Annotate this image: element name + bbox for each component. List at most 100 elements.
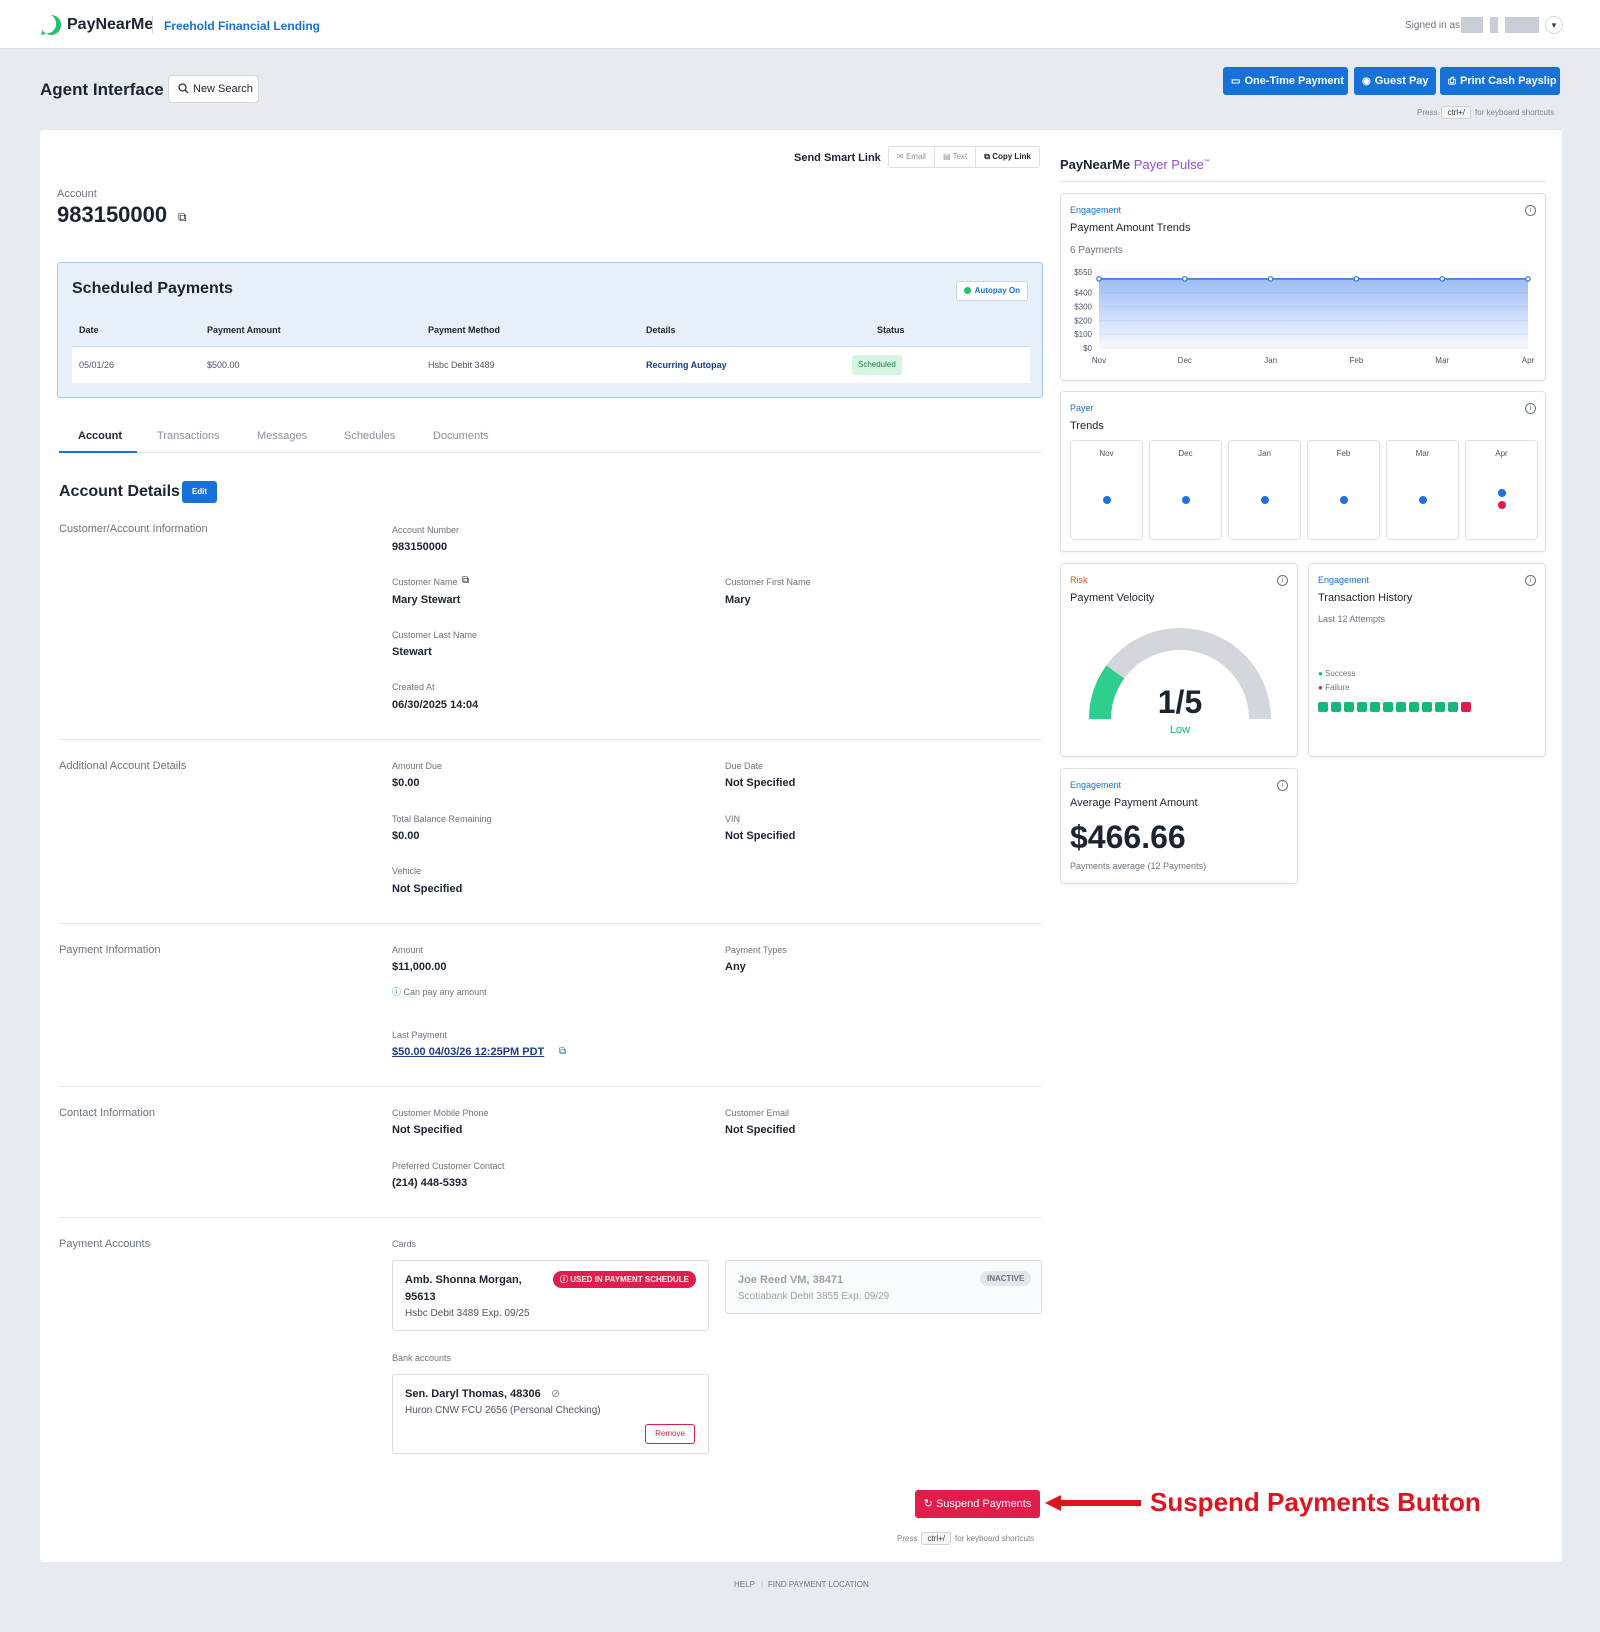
failure-dot-icon: ●	[1318, 683, 1323, 692]
info-icon[interactable]: i	[1277, 575, 1288, 586]
info-icon[interactable]: i	[1525, 575, 1536, 586]
customer-name-label: Customer Name	[392, 577, 458, 587]
payment-card[interactable]: Amb. Shonna Morgan, 95613 Hsbc Debit 348…	[392, 1260, 709, 1331]
copy-name-icon[interactable]: ⧉	[462, 575, 470, 586]
legend-success: ● Success	[1318, 669, 1355, 678]
customer-name-value: Mary Stewart	[392, 594, 461, 606]
print-cash-payslip-button[interactable]: ⎙ Print Cash Payslip	[1440, 67, 1560, 95]
info-icon[interactable]: i	[1525, 403, 1536, 414]
new-search-button[interactable]: New Search	[168, 75, 259, 103]
edit-button[interactable]: Edit	[182, 481, 217, 503]
failure-attempt	[1461, 702, 1471, 712]
scheduled-payments-title: Scheduled Payments	[72, 280, 233, 297]
email-label: Email	[905, 152, 926, 161]
card-icon: ▭	[1231, 76, 1241, 87]
month-label: Jan	[1258, 449, 1271, 458]
copy-link-label: Copy Link	[992, 152, 1031, 161]
tab-transactions[interactable]: Transactions	[157, 430, 220, 442]
tab-account[interactable]: Account	[78, 430, 122, 442]
average-subtitle: Payments average (12 Payments)	[1070, 861, 1207, 871]
amount-label: Amount	[392, 945, 424, 955]
card-description: Scotiabank Debit 3855 Exp. 09/29	[738, 1291, 890, 1302]
status-badge: Scheduled	[852, 355, 902, 375]
gauge-fill	[1089, 665, 1125, 720]
card-title: Average Payment Amount	[1070, 797, 1198, 809]
tab-divider	[59, 452, 1041, 453]
month-cell: Apr	[1465, 440, 1538, 540]
shortcut-press: Press	[1417, 108, 1438, 117]
col-date: Date	[79, 325, 99, 335]
payment-types-value: Any	[725, 961, 746, 973]
divider	[152, 16, 153, 34]
success-attempt	[1448, 702, 1458, 712]
col-amount: Payment Amount	[207, 325, 281, 335]
shortcut-hint: Press ctrl+/for keyboard shortcuts	[1417, 106, 1554, 119]
used-in-schedule-badge: ⓘ USED IN PAYMENT SCHEDULE	[553, 1271, 696, 1288]
y-tick-label: $400	[1074, 289, 1092, 298]
balance-value: $0.00	[392, 830, 420, 842]
month-label: Nov	[1099, 449, 1114, 458]
x-tick-label: Jan	[1264, 356, 1277, 365]
copy-link-button[interactable]: ⧉ Copy Link	[984, 152, 1031, 161]
info-icon[interactable]: i	[1277, 780, 1288, 791]
payment-card-inactive[interactable]: Joe Reed VM, 38471 Scotiabank Debit 3855…	[725, 1260, 1042, 1314]
shortcut-suffix: for keyboard shortcuts	[1475, 108, 1555, 117]
payer-trends-card: Payer Trends i Nov Dec Jan Feb Mar Apr	[1060, 391, 1546, 552]
eye-off-icon[interactable]: ⊘	[551, 1388, 561, 1400]
due-date-value: Not Specified	[725, 777, 796, 789]
autopay-badge: Autopay On	[955, 281, 1028, 301]
account-number-value: 983150000	[392, 541, 448, 553]
data-point	[1182, 276, 1188, 282]
find-payment-location-link[interactable]: FIND PAYMENT LOCATION	[768, 1580, 869, 1589]
success-attempt	[1370, 702, 1380, 712]
amount-due-value: $0.00	[392, 777, 420, 789]
top-bar: PayNearMe Freehold Financial Lending Sig…	[0, 0, 1600, 49]
month-cell: Nov	[1070, 440, 1143, 540]
section-customer: Customer/Account Information	[59, 523, 208, 535]
suspend-payments-button[interactable]: ↻ Suspend Payments	[915, 1490, 1040, 1518]
tab-indicator	[59, 451, 137, 453]
remove-button[interactable]: Remove	[645, 1424, 695, 1444]
card-title: Payment Amount Trends	[1070, 222, 1191, 234]
pulse-trademark: ™	[1203, 159, 1210, 166]
card-title: Payment Velocity	[1070, 592, 1155, 604]
user-name-redacted	[1490, 17, 1498, 33]
guest-pay-button[interactable]: ◉ Guest Pay	[1354, 67, 1436, 95]
row-details-link[interactable]: Recurring Autopay	[646, 360, 727, 370]
copy-icon[interactable]: ⧉	[178, 210, 187, 224]
text-label: Text	[952, 152, 968, 161]
one-time-payment-button[interactable]: ▭ One-Time Payment	[1223, 67, 1348, 95]
tab-messages[interactable]: Messages	[257, 430, 308, 442]
row-method: Hsbc Debit 3489	[428, 360, 495, 370]
card-description: Hsbc Debit 3489 Exp. 09/25	[405, 1308, 530, 1319]
success-attempt	[1344, 702, 1354, 712]
tab-schedules[interactable]: Schedules	[344, 430, 396, 442]
x-tick-label: Apr	[1522, 356, 1535, 365]
account-number: 983150000	[57, 202, 168, 227]
tab-documents[interactable]: Documents	[433, 430, 489, 442]
help-link[interactable]: HELP	[734, 1580, 755, 1589]
data-point	[1525, 276, 1531, 282]
month-cell: Jan	[1228, 440, 1301, 540]
footer-divider: |	[761, 1580, 764, 1589]
mobile-label: Customer Mobile Phone	[392, 1108, 489, 1118]
user-avatar	[1461, 17, 1483, 33]
account-label: Account	[57, 188, 97, 200]
text-link-button[interactable]: ▤ Text	[935, 147, 977, 167]
pulse-brand: PayNearMe	[1060, 157, 1131, 172]
y-tick-label: $550	[1074, 268, 1092, 277]
external-link-icon[interactable]: ⧉	[559, 1046, 567, 1057]
last-payment-link[interactable]: $50.00 04/03/26 12:25PM PDT	[392, 1046, 545, 1058]
info-icon[interactable]: i	[1525, 205, 1536, 216]
account-details-title: Account Details	[59, 483, 180, 500]
chevron-down-icon[interactable]: ▾	[1545, 16, 1563, 34]
email-link-button[interactable]: ✉ Email	[889, 147, 935, 167]
x-tick-label: Dec	[1178, 356, 1192, 365]
brand-name: PayNearMe	[67, 16, 154, 33]
first-name-label: Customer First Name	[725, 577, 811, 587]
section-payment: Payment Information	[59, 944, 161, 956]
bank-account-card[interactable]: Sen. Daryl Thomas, 48306 ⊘ Huron CNW FCU…	[392, 1374, 709, 1454]
any-amount-text: Can pay any amount	[403, 987, 487, 997]
payment-velocity-card: Risk Payment Velocity i 1/5 Low	[1060, 563, 1298, 757]
x-tick-label: Nov	[1092, 356, 1106, 365]
